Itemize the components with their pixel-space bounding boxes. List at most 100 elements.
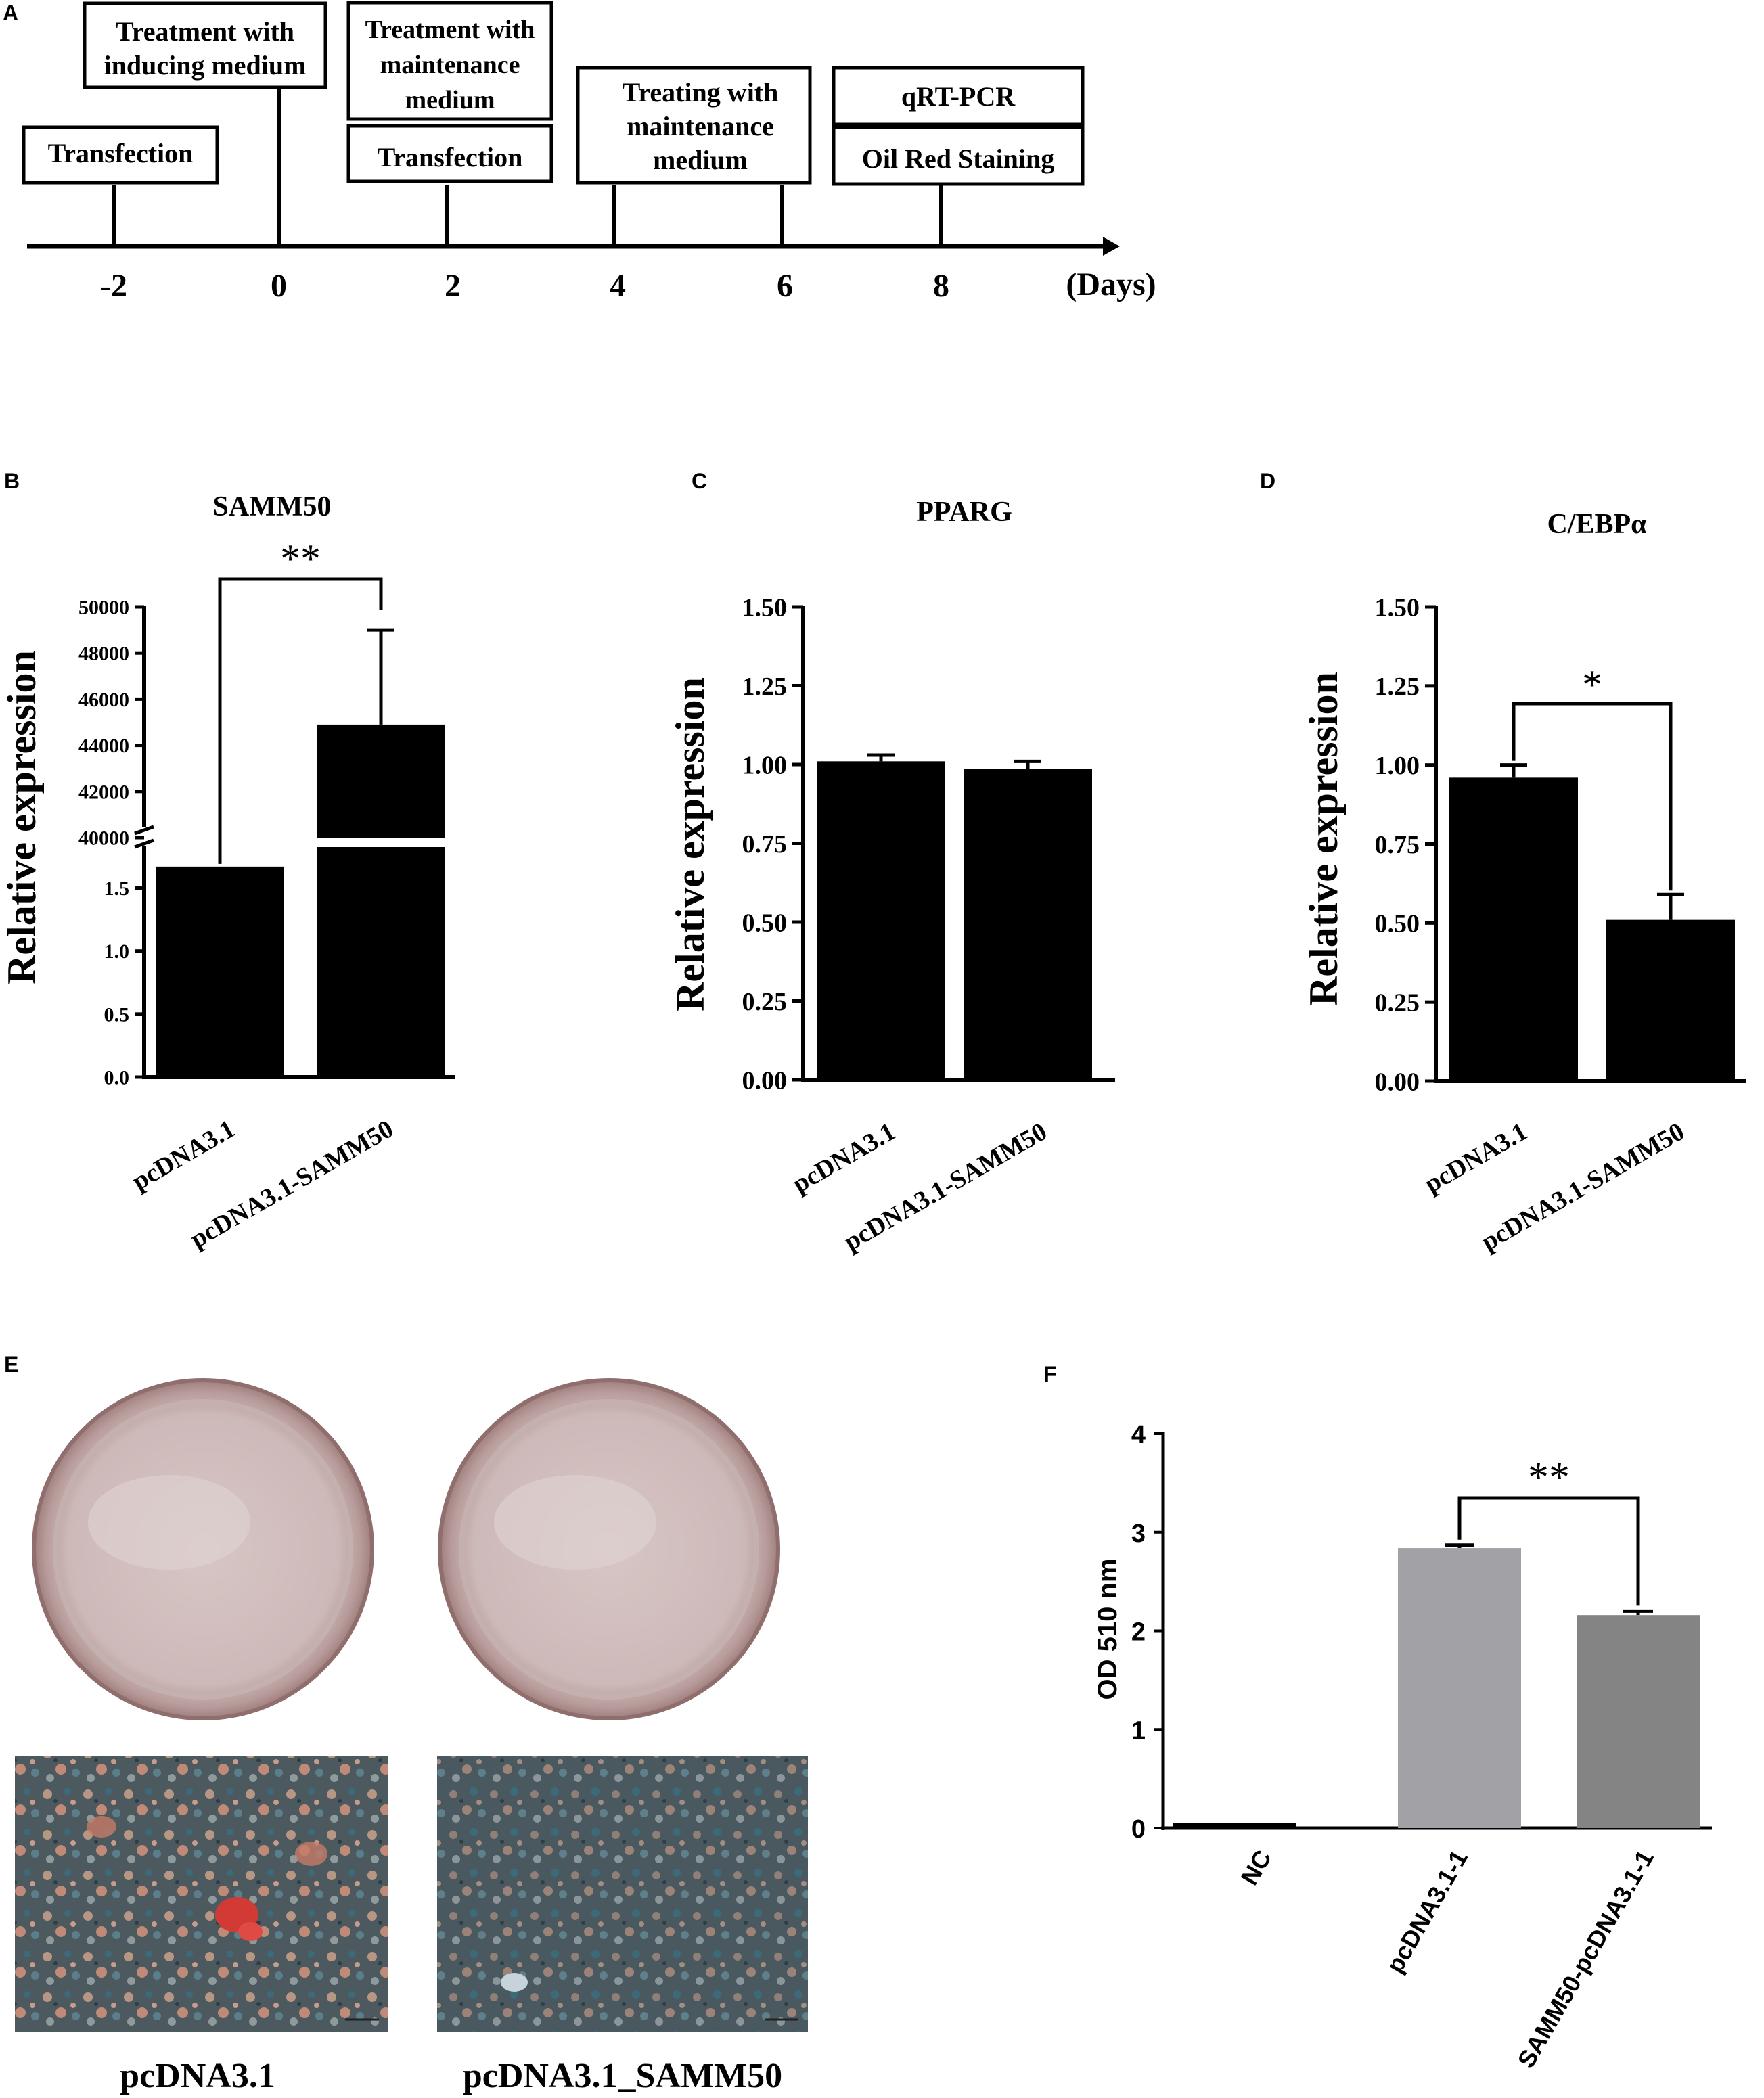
y-tick-label: 1.00: [742, 751, 788, 779]
timeline-arrowhead: [1103, 237, 1120, 256]
panel-label-d: D: [1260, 469, 1275, 493]
x-category-label: pcDNA3.1: [1420, 1117, 1532, 1198]
y-tick-label: 1.5: [104, 877, 130, 900]
significance-bracket: [1457, 1496, 1640, 1606]
y-tick-label: 46000: [78, 689, 129, 711]
y-tick-label: 1.25: [742, 672, 788, 701]
box-treating-line1: Treating with: [623, 77, 779, 108]
bar-upper-segment: [317, 724, 445, 838]
panel-e: E pcDNA3.1 pcDNA3.1_SAMM50: [4, 1352, 808, 2095]
bar: [1606, 919, 1735, 1081]
timeline-box-labels: Transfection Treatment with inducing med…: [48, 16, 1055, 175]
y-tick-label: 0.00: [1375, 1068, 1420, 1096]
panel-a: A -2 0 2 4 6 8 (Days): [3, 1, 1156, 304]
day-label: 6: [777, 268, 793, 304]
panel-d: D C/EBPα Relative expression 0.00 0.25 0.5…: [1260, 469, 1746, 1256]
y-tick-label: 0.50: [1375, 910, 1420, 938]
x-category-label: pcDNA3.1: [127, 1114, 240, 1195]
axis-break-mark: [134, 825, 154, 836]
chart-d-title: C/EBPα: [1547, 509, 1647, 540]
box-maint-a-line2: maintenance: [380, 51, 520, 79]
dish-pcdna31-samm50: [438, 1378, 780, 1720]
day-label: -2: [100, 268, 127, 304]
y-tick-label: 0.50: [742, 909, 788, 937]
bar: [817, 761, 945, 1080]
box-inducing-line1: Treatment with: [116, 16, 294, 47]
y-tick-label: 0.25: [742, 988, 788, 1016]
bar: [964, 769, 1092, 1080]
bar: [1449, 777, 1578, 1081]
y-tick-label: 0.75: [1375, 831, 1420, 859]
bar: [1398, 1548, 1521, 1828]
box-transfection-1: Transfection: [48, 138, 194, 168]
bar: [317, 847, 445, 1077]
box-transfection-2: Transfection: [378, 142, 523, 173]
box-maint-a-line3: medium: [405, 86, 495, 114]
y-tick-label: 50000: [78, 597, 129, 619]
y-tick-label: 1.50: [742, 593, 788, 622]
chart-b-plot: 0.0 0.5 1.0 1.5 40000 42000 44000 46000 48000 500…: [78, 537, 455, 1254]
day-label: 8: [933, 268, 949, 304]
x-category-label: NC: [1235, 1846, 1277, 1890]
chart-c-plot: 0.000.250.500.751.001.251.50pcDNA3.1pcDN…: [742, 593, 1115, 1256]
y-tick-label: 0.75: [742, 830, 788, 859]
bar: [1577, 1615, 1700, 1828]
chart-c-ylabel: Relative expression: [668, 677, 713, 1011]
panel-b: B SAMM50 Relative expression 0.0 0.5 1.0 1.…: [0, 469, 455, 1254]
box-treating-line3: medium: [653, 145, 748, 175]
chart-f-ylabel: OD 510 nm: [1093, 1559, 1123, 1700]
micrograph-label-pcdna31: pcDNA3.1: [120, 2057, 275, 2095]
y-tick-label: 48000: [78, 643, 129, 665]
y-tick-label: 2: [1131, 1618, 1146, 1647]
chart-b-title: SAMM50: [213, 491, 332, 522]
y-tick-label: 0.0: [104, 1067, 130, 1089]
day-label: 2: [445, 268, 461, 304]
x-category-label: pcDNA3.1: [788, 1117, 900, 1198]
panel-c: C PPARG Relative expression 0.00 0.25 0.50…: [668, 469, 1115, 1256]
day-label: 4: [610, 268, 626, 304]
box-inducing-line2: inducing medium: [104, 50, 307, 81]
dish-pcdna31: [32, 1378, 374, 1720]
x-category-label: pcDNA3.1-1: [1380, 1846, 1473, 1978]
box-maint-a-line1: Treatment with: [365, 16, 535, 44]
x-category-label: SAMM50-pcDNA3.1-1: [1512, 1846, 1659, 2073]
box-treating-line2: maintenance: [627, 111, 774, 141]
day-label: 0: [271, 268, 287, 304]
panel-label-e: E: [4, 1352, 18, 1377]
y-tick-label: 1.50: [1375, 593, 1420, 622]
y-tick-label: 1.0: [104, 940, 130, 963]
panel-label-a: A: [3, 1, 18, 25]
y-tick-label: 1.25: [1375, 672, 1420, 701]
bar: [1173, 1823, 1296, 1828]
significance-marker: **: [1528, 1455, 1570, 1501]
panel-f: F OD 510 nm 0 1 2 3 4 NC pcDNA3.1-1 SAMM50-pcDN…: [1043, 1362, 1712, 2072]
y-tick-label: 42000: [78, 781, 129, 803]
significance-bracket: [218, 577, 383, 864]
y-tick-label: 0.5: [104, 1003, 130, 1026]
box-oil-red: Oil Red Staining: [862, 143, 1055, 174]
timeline-stems: [112, 88, 943, 246]
significance-marker: **: [280, 537, 321, 581]
timeline-day-labels: -2 0 2 4 6 8 (Days): [100, 267, 1156, 304]
y-tick-label: 3: [1131, 1520, 1146, 1548]
micrograph-pcdna31-samm50: [437, 1756, 808, 2032]
chart-b-ylabel: Relative expression: [0, 650, 44, 984]
chart-c-title: PPARG: [916, 497, 1012, 528]
box-qrtpcr: qRT-PCR: [901, 81, 1016, 112]
chart-d-plot: 0.000.250.500.751.001.251.50pcDNA3.1pcDN…: [1375, 593, 1746, 1256]
y-tick-label: 40000: [78, 827, 129, 850]
significance-bracket: [1512, 702, 1673, 891]
y-tick-label: 1.00: [1375, 752, 1420, 780]
chart-f-plot: 0 1 2 3 4 NC pcDNA3.1-1 SAMM50-pcDNA3.1-1 **: [1131, 1421, 1712, 2072]
timeline-boxes: [22, 1, 1085, 186]
panel-label-c: C: [692, 469, 707, 493]
y-tick-label: 4: [1131, 1421, 1146, 1449]
y-tick-label: 1: [1131, 1716, 1146, 1745]
y-tick-label: 0: [1131, 1815, 1146, 1844]
panel-label-b: B: [4, 469, 20, 493]
y-tick-label: 0.00: [742, 1066, 788, 1095]
axis-break-mark: [134, 838, 154, 849]
panel-label-f: F: [1043, 1362, 1057, 1386]
days-unit: (Days): [1066, 267, 1156, 302]
